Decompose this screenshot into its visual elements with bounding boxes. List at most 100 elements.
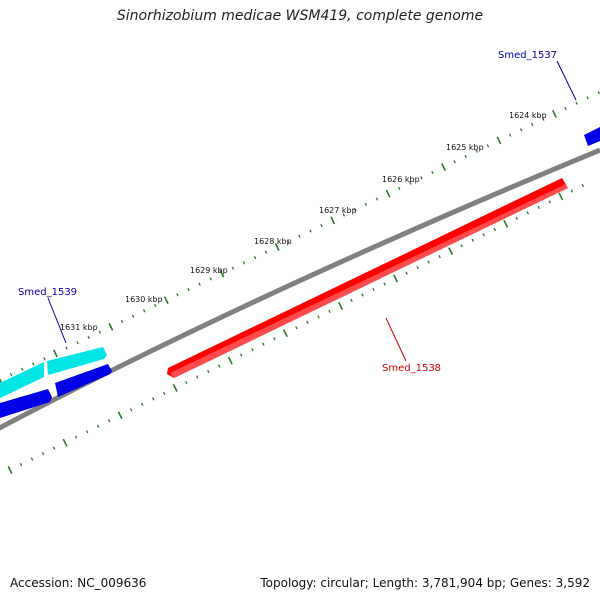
tick-mark xyxy=(471,238,474,242)
tick-mark xyxy=(575,101,578,105)
label-leader-smed-1537 xyxy=(556,60,577,101)
tick-mark xyxy=(503,219,509,228)
tick-mark xyxy=(251,348,254,352)
gene-arrow[interactable] xyxy=(47,347,107,375)
tick-mark xyxy=(218,364,221,368)
gene-unlabeled-blue[interactable] xyxy=(0,364,112,418)
tick-mark xyxy=(581,183,585,188)
tick-mark xyxy=(140,402,144,406)
tick-mark xyxy=(330,216,336,225)
tick-mark xyxy=(448,247,454,256)
tick-mark xyxy=(282,329,288,338)
tick-mark xyxy=(187,287,190,292)
tick-mark xyxy=(7,466,13,474)
tick-mark xyxy=(154,303,157,308)
tick-mark xyxy=(453,160,456,164)
tick-mark xyxy=(597,90,600,95)
tick-mark xyxy=(551,109,557,118)
genome-backbone xyxy=(0,147,600,431)
gene-arrow[interactable] xyxy=(55,364,112,397)
tick-mark xyxy=(172,384,178,392)
tick-mark xyxy=(85,430,89,434)
tick-mark xyxy=(306,320,309,324)
tick-mark xyxy=(531,122,534,127)
tick-mark xyxy=(9,373,13,377)
label-leader-smed-1539 xyxy=(47,297,67,344)
tick-mark xyxy=(364,202,368,206)
tick-mark xyxy=(287,239,290,244)
tick-mark xyxy=(353,208,357,212)
tick-mark xyxy=(120,319,124,324)
tick-mark xyxy=(108,322,114,331)
tick-mark xyxy=(342,213,345,217)
tick-mark xyxy=(162,391,166,396)
tick-mark xyxy=(65,346,68,350)
tick-mark xyxy=(320,224,323,228)
label-leader-smed-1538 xyxy=(385,317,407,362)
tick-mark xyxy=(393,274,399,283)
tick-mark xyxy=(107,419,111,423)
tick-mark xyxy=(493,227,496,231)
gene-arrow[interactable] xyxy=(584,127,600,146)
tick-mark xyxy=(98,330,102,334)
tick-mark xyxy=(43,357,46,361)
tick-mark xyxy=(409,181,412,185)
tick-mark xyxy=(76,341,79,345)
tick-mark xyxy=(0,378,3,384)
gene-smed-1538[interactable] xyxy=(167,178,568,378)
tick-mark xyxy=(131,314,135,318)
tick-mark xyxy=(570,189,574,193)
tick-mark xyxy=(361,293,364,297)
tick-mark xyxy=(397,186,401,191)
tick-mark xyxy=(564,106,567,111)
inner-tick-ring xyxy=(7,183,585,474)
tick-mark xyxy=(117,411,123,420)
accession-text: Accession: NC_009636 xyxy=(10,576,147,590)
tick-mark xyxy=(198,282,201,286)
tick-mark xyxy=(526,211,530,215)
tick-mark xyxy=(515,216,519,220)
gene-smed-1539[interactable] xyxy=(0,347,107,398)
tick-mark xyxy=(586,96,589,100)
tick-mark xyxy=(231,266,235,270)
gene-arrow-shade xyxy=(170,184,568,378)
tick-mark xyxy=(508,133,512,137)
kbp-label: 1629 kbp xyxy=(190,266,228,275)
tick-mark xyxy=(350,298,353,303)
tick-mark xyxy=(196,375,199,379)
kbp-label: 1625 kbp xyxy=(446,143,484,152)
gene-smed-1537[interactable] xyxy=(584,127,600,146)
tick-mark xyxy=(328,309,331,313)
tick-mark xyxy=(427,260,430,264)
tick-mark xyxy=(19,462,23,467)
gene-label-smed-1539[interactable]: Smed_1539 xyxy=(18,287,77,298)
gene-arrow[interactable] xyxy=(0,389,52,418)
gene-label-smed-1538[interactable]: Smed_1538 xyxy=(382,363,441,374)
tick-mark xyxy=(273,337,276,341)
tick-mark xyxy=(30,457,34,461)
tick-mark xyxy=(52,349,58,358)
tick-mark xyxy=(298,234,301,238)
tick-mark xyxy=(537,205,541,210)
outer-tick-ring xyxy=(0,90,600,384)
tick-mark xyxy=(460,244,463,248)
kbp-labels: 1624 kbp 1625 kbp 1626 kbp 1627 kbp 1628… xyxy=(60,111,547,332)
tick-mark xyxy=(542,117,545,121)
tick-mark xyxy=(129,408,133,412)
tick-mark xyxy=(262,342,265,346)
tick-mark xyxy=(207,369,210,374)
tick-mark xyxy=(209,277,212,281)
tick-mark xyxy=(372,287,375,292)
tick-mark xyxy=(163,296,169,305)
tick-mark xyxy=(438,255,441,259)
gene-arrow[interactable] xyxy=(0,362,44,398)
tick-mark xyxy=(52,446,56,450)
gene-label-smed-1537[interactable]: Smed_1537 xyxy=(498,50,557,61)
tick-mark xyxy=(558,192,564,201)
tick-mark xyxy=(74,435,78,439)
kbp-label: 1624 kbp xyxy=(509,111,547,120)
tick-mark xyxy=(274,242,280,251)
tick-mark xyxy=(385,189,391,198)
